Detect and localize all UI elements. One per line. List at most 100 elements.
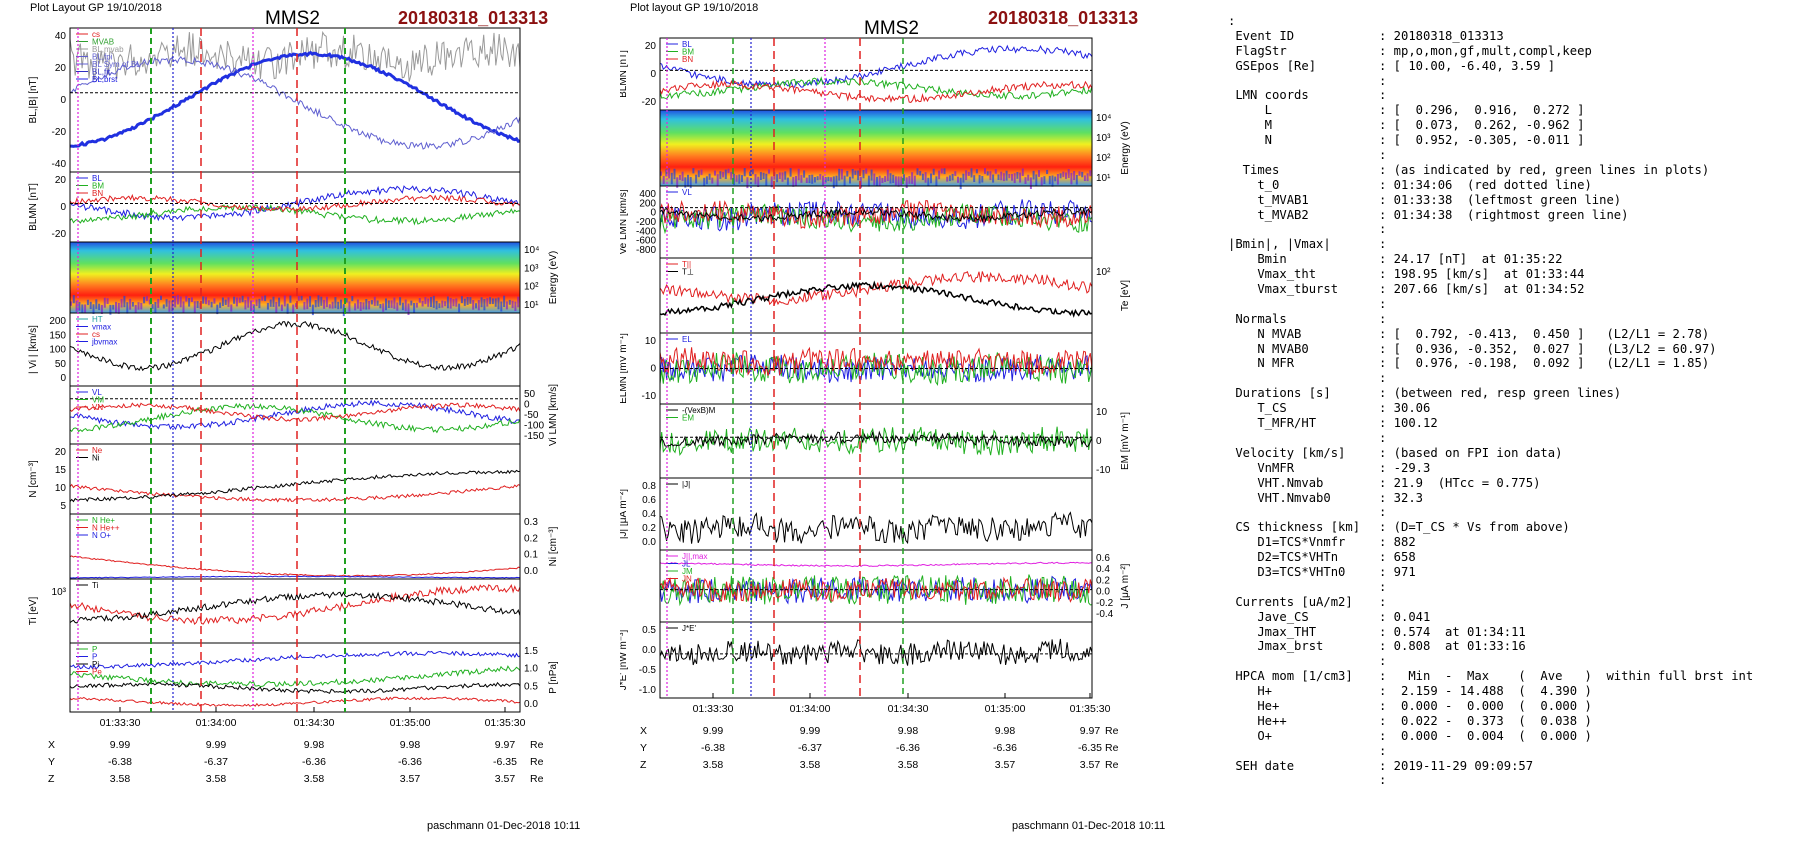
- spectrogram-noise: [393, 297, 396, 309]
- summary-key: :: [1228, 14, 1236, 28]
- spectrogram-noise: [1021, 168, 1024, 176]
- spectrogram-noise: [765, 173, 768, 186]
- series-line: [69, 30, 521, 82]
- y-tick-label: 10²: [524, 282, 539, 293]
- spectrogram-noise: [719, 171, 722, 179]
- spectrogram-noise: [151, 304, 154, 309]
- spectrogram-noise: [849, 176, 851, 184]
- y-axis-label: BL,|B| [nT]: [28, 76, 39, 123]
- y-tick-label: -40: [52, 159, 67, 170]
- spectrogram-noise: [491, 298, 494, 305]
- spectrogram-noise: [213, 298, 216, 304]
- y-tick-label: 0.5: [524, 681, 538, 692]
- event-title: 20180318_013313: [398, 8, 549, 28]
- summary-value: : (D=T_CS * Vs from above): [1379, 520, 1570, 535]
- summary-value: :: [1379, 371, 1387, 386]
- spectrogram-noise: [819, 174, 822, 180]
- spectrogram-noise: [401, 302, 404, 311]
- series-line: [659, 199, 1093, 232]
- summary-row: t_MVAB2: 01:34:38 (rightmost green line): [1228, 208, 1798, 223]
- position-value: 3.57: [1080, 759, 1101, 771]
- summary-key: t_MVAB2: [1228, 207, 1309, 222]
- position-value: 9.98: [400, 739, 421, 751]
- y-tick-label: 0.2: [642, 523, 656, 534]
- spectrogram-noise: [681, 171, 684, 181]
- spectrogram-noise: [95, 299, 98, 309]
- position-value: -6.37: [204, 756, 228, 768]
- spectrogram-noise: [1013, 173, 1016, 184]
- spectrogram-noise: [741, 175, 743, 182]
- summary-value: : 30.06: [1379, 401, 1431, 416]
- spectrogram-noise: [185, 295, 188, 302]
- legend-label: VL: [682, 188, 692, 197]
- spectrogram-noise: [778, 172, 781, 179]
- summary-value: :: [1379, 594, 1387, 609]
- spectrogram-noise: [989, 171, 992, 181]
- spectrogram: [660, 110, 1092, 186]
- y-axis-label: Energy (eV): [1120, 121, 1131, 174]
- panel-1: 10⁴ 10³ 10² 10¹ Energy (eV): [659, 109, 1131, 190]
- y-tick-label: -0.4: [1096, 609, 1114, 620]
- spectrogram-noise: [238, 297, 241, 303]
- summary-key: FlagStr: [1228, 43, 1287, 58]
- spectrogram-noise: [131, 302, 134, 307]
- spectrogram-noise: [469, 297, 472, 304]
- y-tick-label: 20: [55, 63, 67, 74]
- summary-row: t_MVAB1: 01:33:38 (leftmost green line): [1228, 193, 1798, 208]
- series-line: [659, 280, 1093, 318]
- spectrogram-noise: [362, 302, 365, 310]
- spectrogram-noise: [803, 170, 806, 178]
- spectrogram-noise: [768, 169, 770, 174]
- spectrogram-noise: [981, 176, 984, 183]
- position-value: 9.97: [495, 739, 516, 751]
- summary-value: : [ 0.936, -0.352, 0.027 ] (L3/L2 = 60.9…: [1379, 341, 1717, 356]
- y-tick-label: -400: [636, 226, 656, 237]
- panel-7: 0.60.40.20.0-0.2-0.4J [μA m⁻²]J||,maxJLJ…: [659, 549, 1131, 623]
- summary-value: : (as indicated by red, green lines in p…: [1379, 162, 1710, 177]
- y-tick-label: -20: [642, 97, 657, 108]
- spectrogram-noise: [368, 301, 371, 310]
- spectrogram-noise: [227, 297, 230, 307]
- summary-row: T_CS: 30.06: [1228, 401, 1798, 416]
- summary-row: :: [1228, 431, 1798, 446]
- spectrogram-noise: [1051, 175, 1054, 187]
- spectrogram-noise: [134, 304, 137, 313]
- spectrogram-noise: [176, 295, 179, 305]
- spectrogram-noise: [700, 169, 703, 175]
- spectrogram-noise: [373, 296, 376, 306]
- legend-label: Ne: [92, 446, 103, 455]
- series-line: [69, 650, 521, 670]
- spectrogram-noise: [126, 302, 129, 314]
- summary-key: D3=TCS*VHTn0: [1228, 564, 1346, 579]
- spectrogram-noise: [1043, 176, 1046, 184]
- spectrogram-noise: [505, 301, 508, 310]
- x-tick-label: 01:35:00: [390, 717, 431, 729]
- spectrogram-noise: [703, 177, 706, 186]
- panel-6: 0.8 0.6 0.4 0.2 0.0 |J| [μA m⁻²] |J|: [620, 477, 1093, 551]
- y-tick-label: 20: [55, 175, 67, 186]
- spectrogram-noise: [196, 301, 199, 308]
- summary-row: O+: 0.000 - 0.004 ( 0.000 ): [1228, 729, 1798, 744]
- summary-row: CS thickness [km]: (D=T_CS * Vs from abo…: [1228, 520, 1798, 535]
- spectrogram-noise: [140, 302, 143, 310]
- y-tick-label: 20: [55, 447, 67, 458]
- panel-frame: [659, 257, 1093, 334]
- spectrogram-noise: [824, 177, 827, 183]
- series-line: [659, 44, 1093, 89]
- spectrogram-noise: [92, 304, 95, 314]
- spectrogram-noise: [385, 298, 387, 311]
- position-value: 9.98: [995, 725, 1016, 737]
- summary-row: Vmax_tht: 198.95 [km/s] at 01:33:44: [1228, 267, 1798, 282]
- y-axis-label: Ti [eV]: [28, 597, 39, 626]
- spectrogram-noise: [432, 295, 435, 308]
- summary-value: : (between red, resp green lines): [1379, 386, 1622, 401]
- spectrogram-noise: [662, 175, 665, 185]
- panel-5: 10 0 -10 EM [mV m⁻¹] -(VexB)MEM: [659, 403, 1131, 479]
- series-line: [69, 665, 521, 688]
- spectrogram-noise: [219, 302, 222, 308]
- spectrogram-noise: [870, 169, 873, 181]
- summary-row: N: [ 0.952, -0.305, -0.011 ]: [1228, 133, 1798, 148]
- summary-value: : 01:33:38 (leftmost green line): [1379, 192, 1622, 207]
- y-tick-label: -600: [636, 236, 656, 247]
